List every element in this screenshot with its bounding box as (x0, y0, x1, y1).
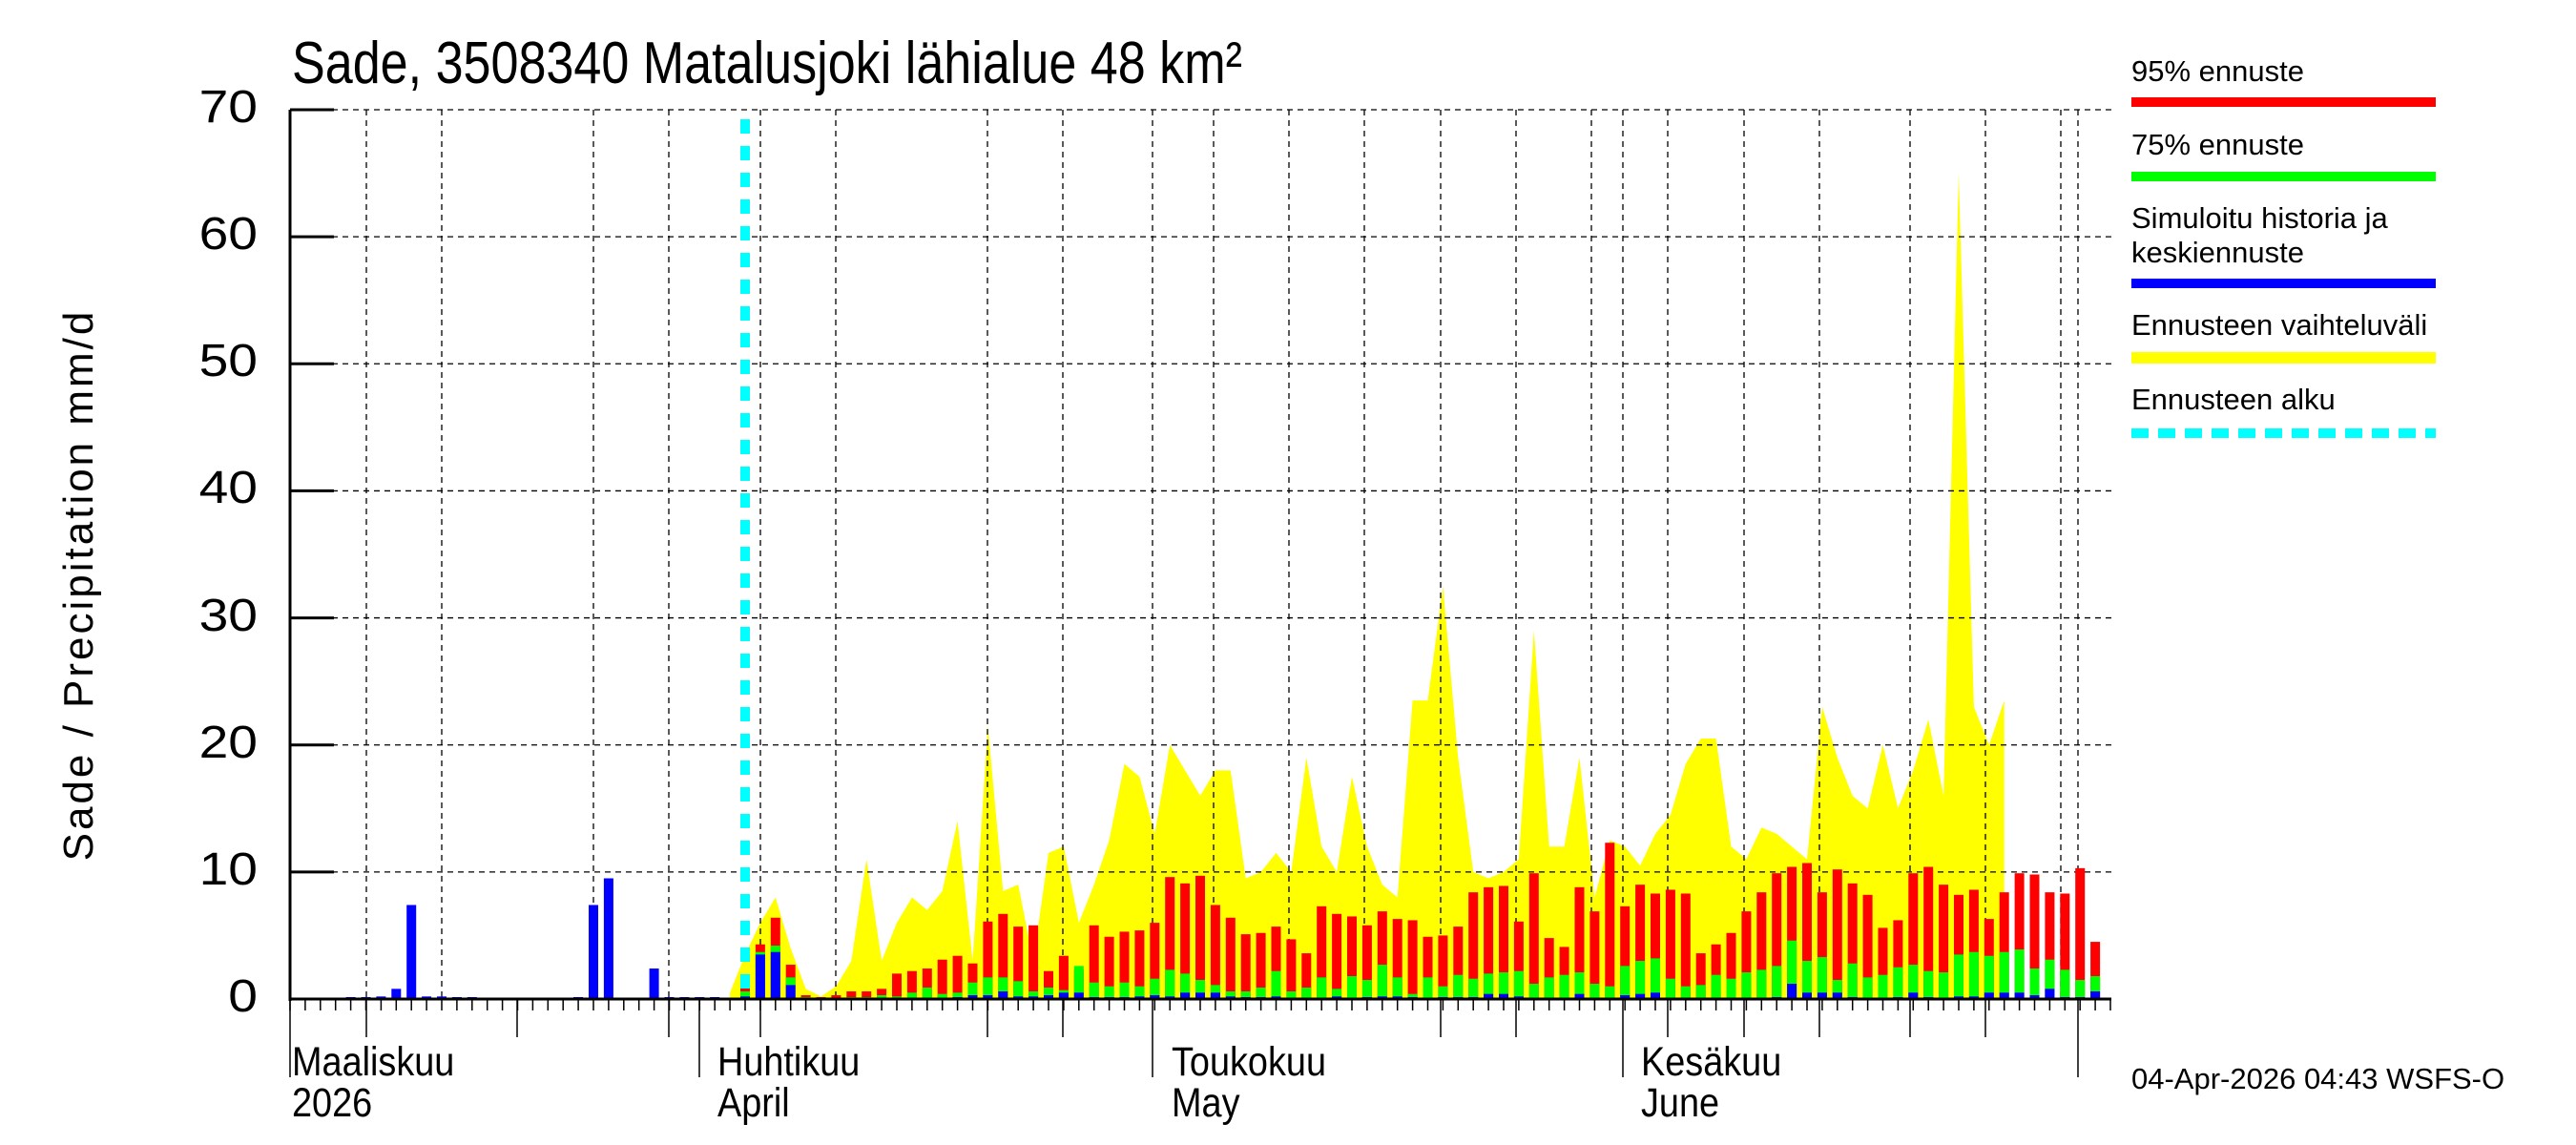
month-en-june: June (1641, 1080, 1720, 1126)
grid-lines (290, 109, 2111, 999)
legend-label-95: 95% ennuste (2131, 54, 2304, 88)
legend-swatch-forecast-start (2131, 428, 2436, 438)
month-fi-june: Kesäkuu (1641, 1039, 1782, 1085)
y-tick-label: 10 (198, 843, 258, 895)
month-label-may: Toukokuu May (1172, 1042, 1326, 1124)
y-tick-label: 70 (198, 82, 258, 133)
month-fi-march: Maaliskuu (292, 1039, 455, 1085)
y-tick-label: 30 (198, 590, 258, 641)
legend-label-75: 75% ennuste (2131, 128, 2304, 161)
chart-title: Sade, 3508340 Matalusjoki lähialue 48 km… (292, 31, 1242, 96)
y-tick-label: 60 (198, 209, 258, 260)
y-axis-label: Sade / Precipitation mm/d (55, 308, 102, 862)
legend-swatch-range (2131, 352, 2436, 364)
legend-swatch-simulated (2131, 279, 2436, 288)
legend-swatch-95 (2131, 97, 2436, 107)
y-tick-label: 20 (198, 717, 258, 768)
month-en-may: May (1172, 1080, 1240, 1126)
y-tick-label: 40 (198, 463, 258, 514)
legend-label-range: Ennusteen vaihteluväli (2131, 308, 2428, 342)
month-en-march: 2026 (292, 1080, 373, 1126)
month-fi-april: Huhtikuu (717, 1039, 861, 1085)
forecast-range-area (730, 173, 2005, 1000)
y-tick-label: 50 (198, 336, 258, 387)
axes (288, 108, 2111, 1077)
precipitation-bars (345, 843, 2101, 999)
forecast-range-polygon (730, 173, 2005, 1000)
month-fi-may: Toukokuu (1172, 1039, 1326, 1085)
month-label-march: Maaliskuu 2026 (292, 1042, 454, 1124)
y-tick-label: 0 (228, 971, 258, 1022)
timestamp-footer: 04-Apr-2026 04:43 WSFS-O (2131, 1062, 2505, 1095)
legend-label-simulated-line2: keskiennuste (2131, 236, 2304, 269)
month-label-june: Kesäkuu June (1641, 1042, 1781, 1124)
legend-label-forecast-start: Ennusteen alku (2131, 383, 2336, 416)
legend-swatch-75 (2131, 172, 2436, 181)
legend-label-simulated-line1: Simuloitu historia ja (2131, 201, 2388, 235)
month-label-april: Huhtikuu April (717, 1042, 860, 1124)
month-en-april: April (717, 1080, 790, 1126)
